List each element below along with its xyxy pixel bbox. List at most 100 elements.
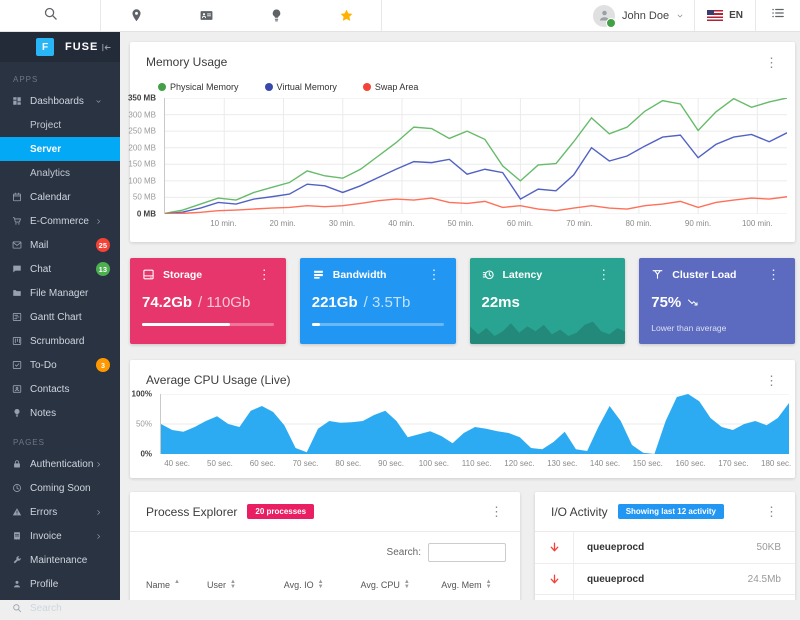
search-button[interactable] xyxy=(0,0,100,31)
clock-icon xyxy=(12,483,30,493)
chevron-right-icon xyxy=(95,461,110,468)
chevron-down-icon xyxy=(676,7,684,25)
sidebar-item-authentication[interactable]: Authentication xyxy=(0,452,120,476)
x-axis-label: 90 min. xyxy=(685,219,711,228)
kebab-menu-icon[interactable]: ⋮ xyxy=(425,268,444,281)
kebab-menu-icon[interactable]: ⋮ xyxy=(762,374,781,387)
y-axis-label: 100% xyxy=(132,390,152,399)
user-menu[interactable]: John Doe xyxy=(583,0,694,31)
card-title: I/O Activity xyxy=(551,505,608,519)
x-axis-label: 140 sec. xyxy=(590,459,620,468)
chat-icon xyxy=(12,264,30,274)
layers-icon xyxy=(312,268,325,281)
us-flag-icon xyxy=(707,10,723,21)
quick-panel-button[interactable] xyxy=(756,0,800,31)
sidebar-item-notes[interactable]: Notes xyxy=(0,401,120,425)
y-axis-label: 300 MB xyxy=(128,110,156,119)
board-icon xyxy=(12,336,30,346)
menu-list-icon xyxy=(771,6,785,25)
star-icon xyxy=(339,8,354,23)
legend-item[interactable]: Swap Area xyxy=(363,82,419,92)
column-header-avg-io[interactable]: Avg. IO▲▼ xyxy=(284,580,361,591)
wrench-icon xyxy=(12,555,30,565)
user-name: John Doe xyxy=(622,10,669,22)
sidebar-item-maintenance[interactable]: Maintenance xyxy=(0,548,120,572)
kebab-menu-icon[interactable]: ⋮ xyxy=(762,56,781,69)
favorites-button[interactable] xyxy=(311,0,381,31)
fuse-logo: F xyxy=(36,38,54,56)
x-axis-label: 20 min. xyxy=(270,219,296,228)
y-axis-label: 100 MB xyxy=(128,176,156,185)
sidebar-collapse-button[interactable] xyxy=(101,42,112,53)
sidebar-item-analytics[interactable]: Analytics xyxy=(0,161,120,185)
sidebar-item-e-commerce[interactable]: E-Commerce xyxy=(0,209,120,233)
check-box-icon xyxy=(12,360,30,370)
card-title: Process Explorer xyxy=(146,505,237,519)
search-icon xyxy=(12,603,30,613)
sidebar-item-server[interactable]: Server xyxy=(0,137,120,161)
calendar-icon xyxy=(12,192,30,202)
lightbulb-icon xyxy=(269,8,284,23)
sidebar-item-gantt-chart[interactable]: Gantt Chart xyxy=(0,305,120,329)
badge: 25 xyxy=(96,238,110,252)
kebab-menu-icon[interactable]: ⋮ xyxy=(764,268,783,281)
sidebar-item-contacts[interactable]: Contacts xyxy=(0,377,120,401)
column-header-avg-mem[interactable]: Avg. Mem▲▼ xyxy=(441,580,520,591)
sidebar-item-project[interactable]: Project xyxy=(0,113,120,137)
column-header-avg-cpu[interactable]: Avg. CPU▲▼ xyxy=(361,580,442,591)
legend-item[interactable]: Virtual Memory xyxy=(265,82,337,92)
timer-icon xyxy=(482,268,495,281)
tips-button[interactable] xyxy=(241,0,311,31)
location-button[interactable] xyxy=(101,0,171,31)
kebab-menu-icon[interactable]: ⋮ xyxy=(762,505,781,518)
sidebar-item-errors[interactable]: Errors xyxy=(0,500,120,524)
table-header-row: Name▲User▲▼Avg. IO▲▼Avg. CPU▲▼Avg. Mem▲▼ xyxy=(130,572,520,600)
sidebar-item-invoice[interactable]: Invoice xyxy=(0,524,120,548)
progress-bar xyxy=(312,323,444,326)
io-size: 50KB xyxy=(757,542,795,553)
column-header-name[interactable]: Name▲ xyxy=(146,580,207,591)
activity-count-badge: Showing last 12 activity xyxy=(618,504,724,519)
badge: 13 xyxy=(96,262,110,276)
progress-bar xyxy=(142,323,274,326)
process-count-badge: 20 processes xyxy=(247,504,314,519)
kebab-menu-icon[interactable]: ⋮ xyxy=(255,268,274,281)
contacts-button[interactable] xyxy=(171,0,241,31)
io-activity-row[interactable] xyxy=(535,594,795,600)
sidebar-item-coming-soon[interactable]: Coming Soon xyxy=(0,476,120,500)
process-search-input[interactable] xyxy=(428,543,506,562)
logo-text: FUSE xyxy=(65,41,98,53)
x-axis-label: 80 min. xyxy=(626,219,652,228)
contact-card-icon xyxy=(199,8,214,23)
sidebar-item-scrumboard[interactable]: Scrumboard xyxy=(0,329,120,353)
chart-legend: Physical Memory Virtual Memory Swap Area xyxy=(158,82,795,92)
legend-item[interactable]: Physical Memory xyxy=(158,82,239,92)
language-selector[interactable]: EN xyxy=(695,0,755,31)
process-explorer-card: Process Explorer 20 processes ⋮ Search: … xyxy=(130,492,520,600)
cpu-usage-card: Average CPU Usage (Live) ⋮ 0%50%100%40 s… xyxy=(130,360,795,478)
sidebar-item-file-manager[interactable]: File Manager xyxy=(0,281,120,305)
sidebar-item-calendar[interactable]: Calendar xyxy=(0,185,120,209)
sidebar-item-dashboards[interactable]: Dashboards xyxy=(0,89,120,113)
hard-drive-icon xyxy=(142,268,155,281)
top-toolbar: John Doe EN xyxy=(0,0,800,32)
kebab-menu-icon[interactable]: ⋮ xyxy=(594,268,613,281)
person-icon xyxy=(12,579,30,589)
arrow-down-icon xyxy=(535,541,573,554)
sidebar-item-profile[interactable]: Profile xyxy=(0,572,120,596)
x-axis-label: 30 min. xyxy=(329,219,355,228)
kebab-menu-icon[interactable]: ⋮ xyxy=(487,505,506,518)
stat-card-storage: Storage⋮74.2Gb / 110Gb xyxy=(130,258,286,344)
stat-card-cluster-load: Cluster Load⋮75%Lower than average xyxy=(639,258,795,344)
column-header-user[interactable]: User▲▼ xyxy=(207,580,284,591)
x-axis-label: 90 sec. xyxy=(378,459,404,468)
